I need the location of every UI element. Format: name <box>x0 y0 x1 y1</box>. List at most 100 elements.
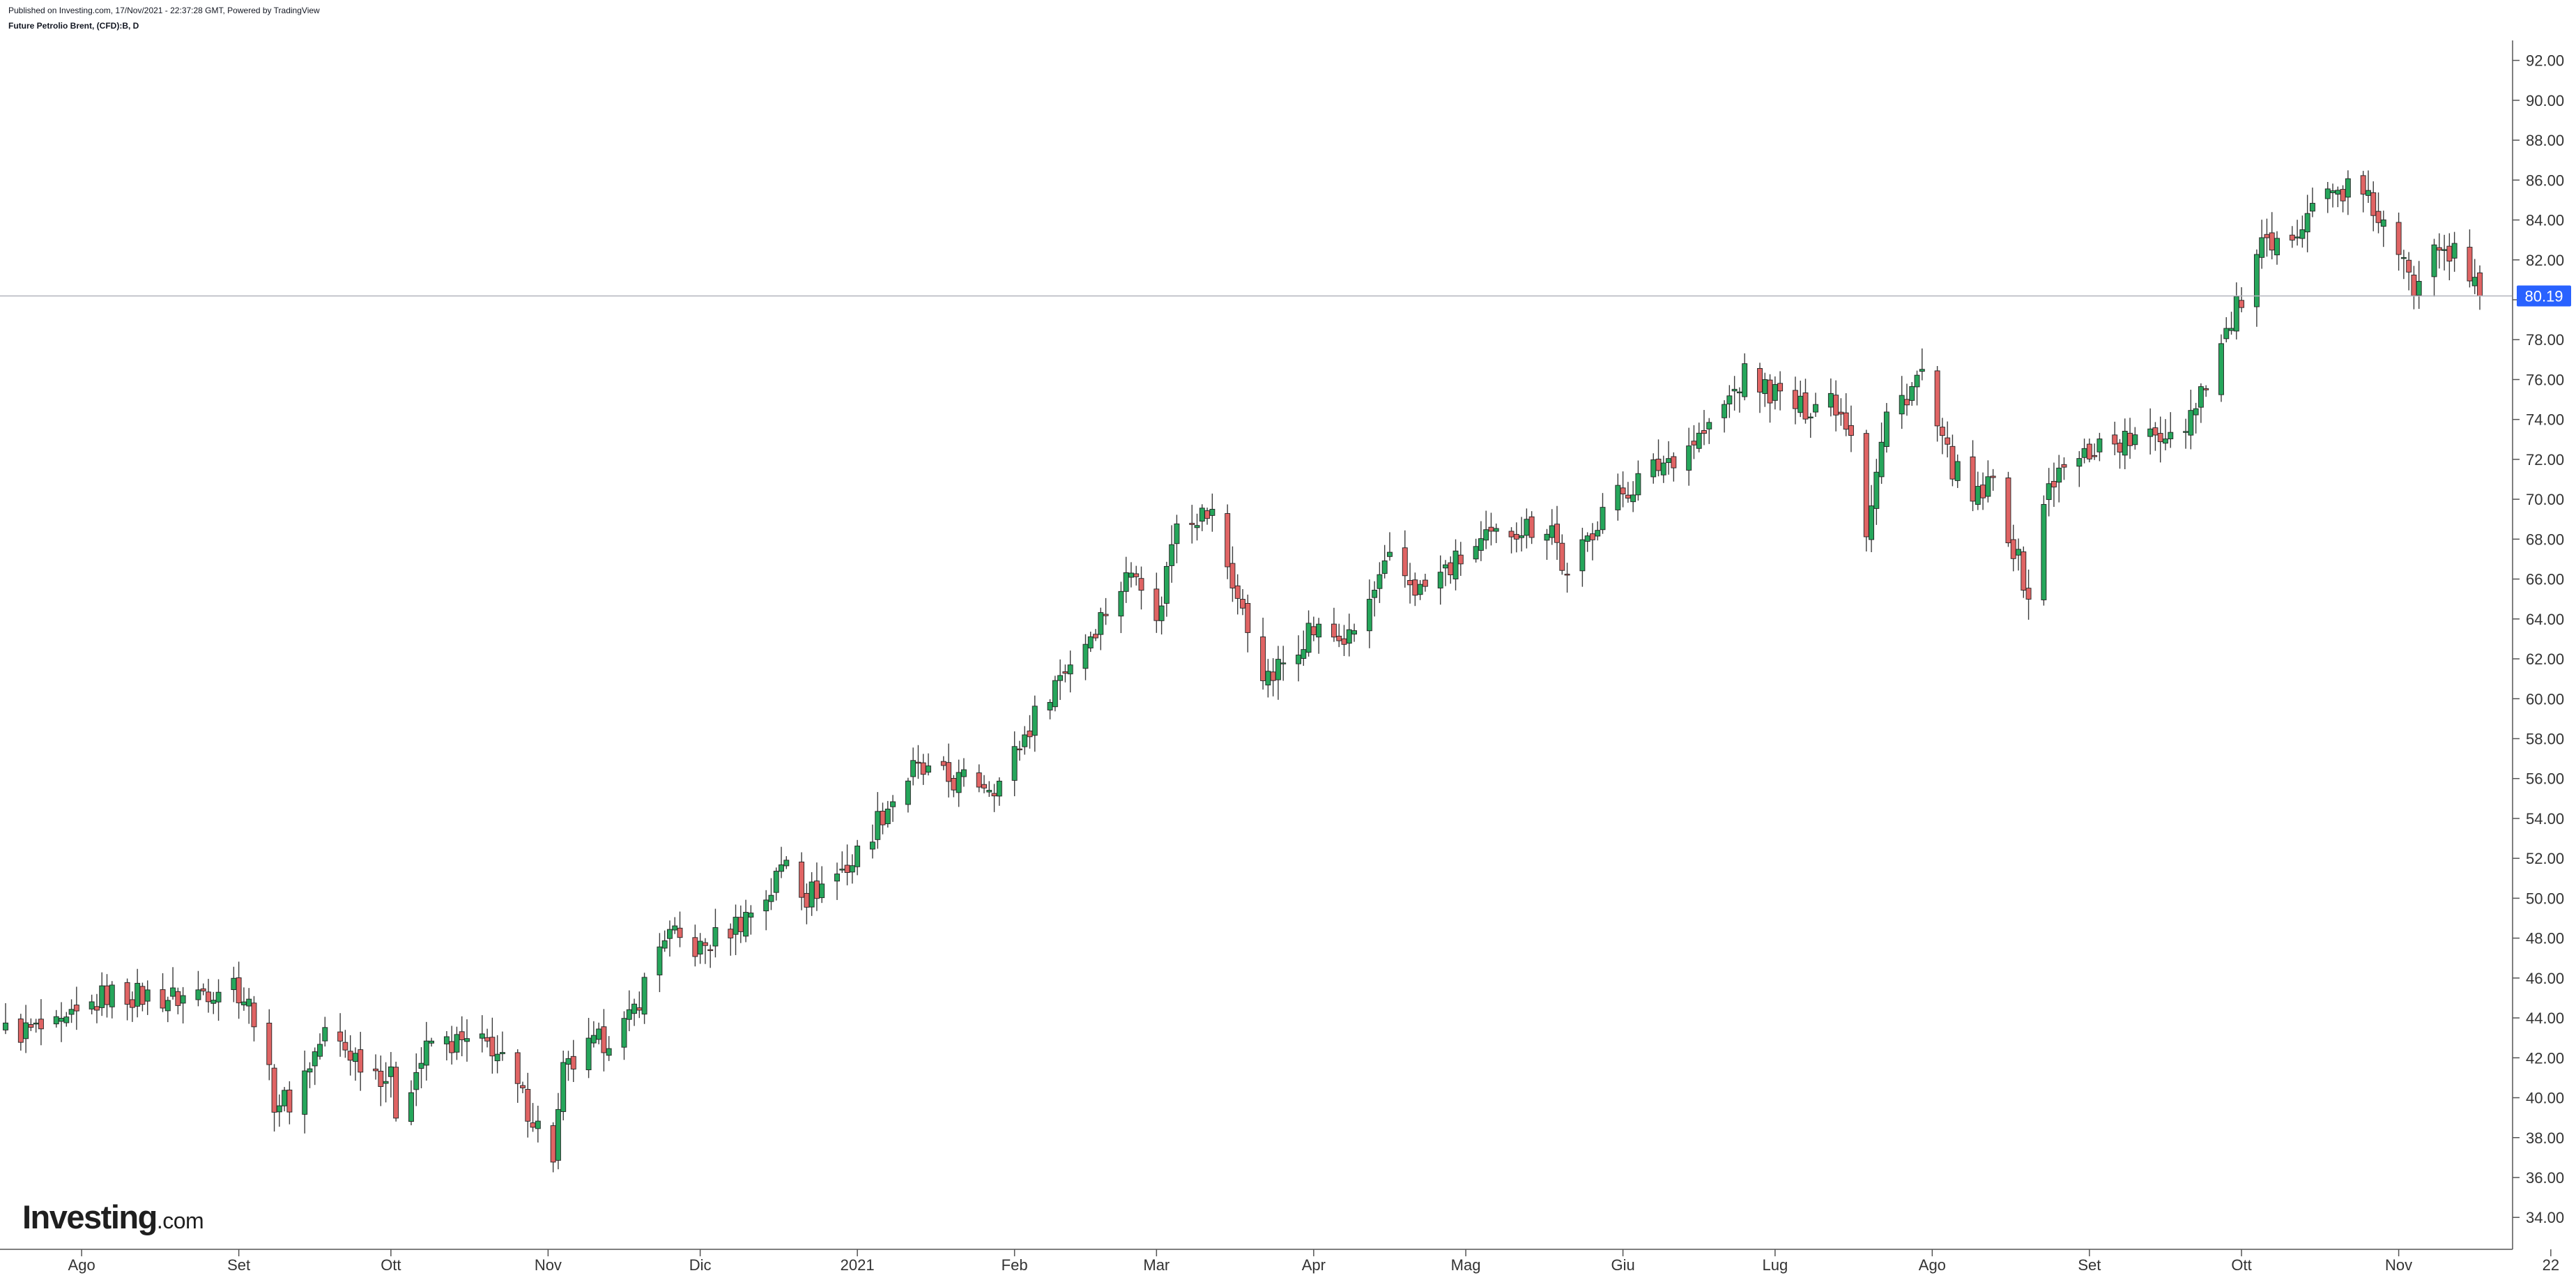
candle-down <box>1757 368 1763 393</box>
candle-up <box>1909 386 1915 401</box>
candle-up <box>2471 277 2478 287</box>
candle-up <box>1275 659 1281 680</box>
candle-up <box>1437 572 1443 588</box>
candle-down <box>1016 748 1022 751</box>
candle-down <box>459 1031 465 1040</box>
candle-up <box>819 883 825 899</box>
candle-up <box>2416 281 2422 296</box>
candle-up <box>1883 411 1889 448</box>
candle-up <box>1118 591 1124 617</box>
candle-down <box>2446 245 2453 262</box>
candle-down <box>1559 542 1565 571</box>
candle-down <box>520 1085 526 1088</box>
candle-down <box>1528 516 1535 538</box>
x-tick-label: 2021 <box>841 1256 875 1274</box>
candle-up <box>1873 471 1880 509</box>
candle-up <box>1600 507 1606 531</box>
candle-down <box>236 977 242 1003</box>
candle-up <box>535 1120 541 1129</box>
candle-up <box>2253 254 2260 307</box>
candle-up <box>33 1022 39 1025</box>
candle-down <box>1701 430 1707 434</box>
candle-up <box>1742 363 1748 397</box>
candle-up <box>2046 483 2052 501</box>
candle-up <box>631 1003 637 1014</box>
candle-up <box>240 1001 247 1005</box>
candle-up <box>585 1037 592 1071</box>
candle-down <box>2375 211 2382 223</box>
candle-down <box>2289 234 2295 241</box>
candle-up <box>1696 432 1702 449</box>
y-tick-label: 86.00 <box>2526 172 2564 189</box>
candle-up <box>2183 431 2189 433</box>
candle-up <box>1087 636 1094 648</box>
candle-down <box>2092 455 2098 457</box>
candle-up <box>875 811 881 840</box>
candle-down <box>489 1037 496 1057</box>
candle-up <box>1878 441 1885 478</box>
candle-up <box>302 1070 308 1115</box>
symbol-title: Future Petrolio Brent, (CFD):B, D <box>8 21 139 31</box>
candle-down <box>93 1006 100 1011</box>
candle-down <box>2152 427 2159 436</box>
candle-up <box>1478 538 1484 551</box>
candle-up <box>89 1001 95 1009</box>
candle-up <box>1305 623 1312 653</box>
candle-up <box>1524 519 1530 536</box>
candle-up <box>773 871 779 893</box>
candle-up <box>748 913 754 918</box>
candle-up <box>1635 473 1641 496</box>
candle-down <box>2203 388 2209 390</box>
candle-up <box>352 1053 358 1062</box>
candle-up <box>956 772 962 793</box>
candle-down <box>373 1068 378 1072</box>
candle-up <box>454 1034 460 1053</box>
candle-up <box>1975 486 1981 505</box>
candle-up <box>231 977 237 990</box>
candle-up <box>1452 550 1459 579</box>
candle-up <box>1163 565 1170 604</box>
candle-down <box>1843 412 1849 430</box>
candle-down <box>2025 588 2032 600</box>
candle-up <box>1123 572 1129 592</box>
candle-up <box>2441 249 2448 251</box>
candle-up <box>494 1053 500 1062</box>
investing-logo[interactable]: Investing.com <box>22 1198 204 1236</box>
candle-down <box>1949 445 1956 480</box>
candle-up <box>657 946 663 975</box>
candle-down <box>804 892 810 908</box>
y-tick-label: 78.00 <box>2526 331 2564 349</box>
candle-down <box>2360 175 2366 195</box>
candle-down <box>1980 485 1986 498</box>
candle-up <box>499 1052 505 1054</box>
candle-up <box>1022 734 1028 747</box>
candle-down <box>1448 562 1454 575</box>
y-tick-label: 82.00 <box>2526 252 2564 269</box>
candle-down <box>2050 480 2057 488</box>
candle-up <box>2193 408 2199 416</box>
candle-up <box>1544 533 1550 541</box>
candle-up <box>322 1027 328 1042</box>
candle-down <box>1153 588 1160 621</box>
y-tick-label: 40.00 <box>2526 1090 2564 1107</box>
candle-down <box>677 927 683 938</box>
candle-up <box>1296 655 1301 664</box>
candle-down <box>1990 475 1996 478</box>
candle-up <box>1827 393 1834 408</box>
y-tick-label: 36.00 <box>2526 1169 2564 1187</box>
candle-up <box>1366 599 1372 632</box>
candle-up <box>839 869 845 871</box>
candle-up <box>555 1108 561 1161</box>
candle-down <box>1402 547 1408 577</box>
candle-down <box>124 982 130 1005</box>
candle-up <box>2294 236 2301 238</box>
x-tick-label: Ago <box>1919 1256 1946 1274</box>
candle-up <box>1630 494 1636 503</box>
x-tick-label: Mar <box>1143 1256 1170 1274</box>
candlestick-series <box>3 170 2483 1173</box>
candle-up <box>2122 430 2128 456</box>
y-tick-label: 50.00 <box>2526 890 2564 907</box>
candle-up <box>135 982 141 1007</box>
candle-down <box>728 929 734 938</box>
